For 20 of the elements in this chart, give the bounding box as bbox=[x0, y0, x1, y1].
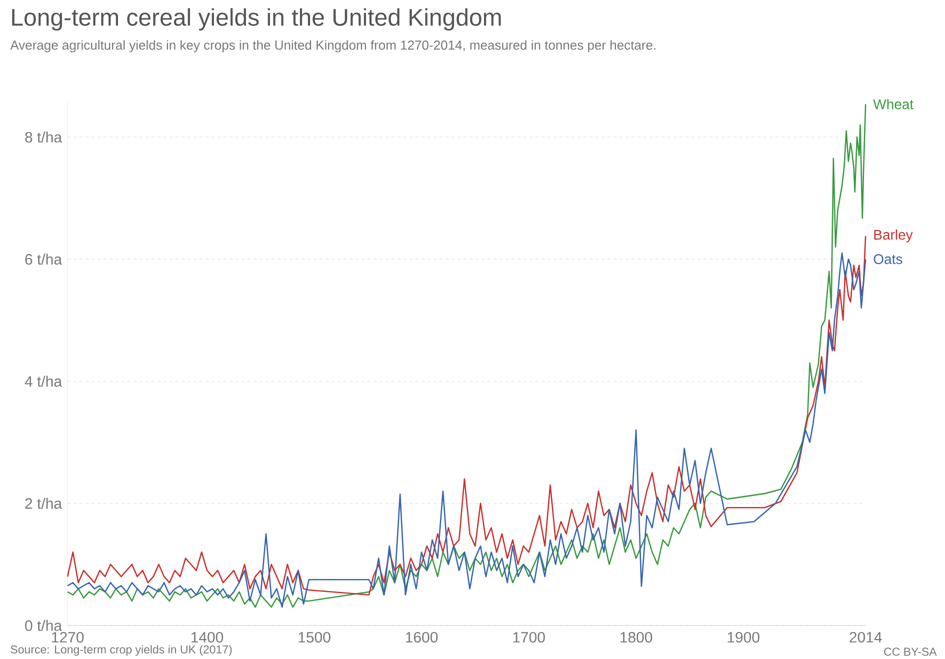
x-tick-label: 1800 bbox=[620, 632, 652, 643]
y-tick-label: 4 t/ha bbox=[24, 376, 62, 387]
x-tick-label: 1900 bbox=[728, 632, 760, 643]
chart-subtitle: Average agricultural yields in key crops in the United Kingdom from 1270-2014, measured in tonnes per hectare. bbox=[10, 40, 656, 52]
y-tick-label: 8 t/ha bbox=[25, 132, 62, 143]
y-tick-label: 0 t/ha bbox=[25, 620, 62, 631]
x-tick-label: 1270 bbox=[52, 632, 84, 643]
y-tick-label: 6 t/ha bbox=[25, 254, 62, 265]
series-label: Barley bbox=[874, 229, 913, 242]
x-tick-label: 2014 bbox=[850, 632, 882, 643]
series-label: Oats bbox=[874, 254, 902, 264]
chart-title: Long-term cereal yields in the United Kingdom bbox=[12, 8, 501, 31]
y-tick-label: 2 t/ha bbox=[25, 498, 62, 509]
series-label: Wheat bbox=[873, 98, 914, 110]
x-tick-label: 1400 bbox=[191, 632, 224, 643]
x-tick-label: 1700 bbox=[513, 632, 545, 643]
text: CC BY-SA bbox=[884, 648, 937, 656]
x-tick-label: 1600 bbox=[406, 632, 438, 643]
x-tick-label: 1500 bbox=[298, 632, 330, 643]
source-note: Source: Long-term crop yields in UK (2017) bbox=[10, 645, 232, 656]
